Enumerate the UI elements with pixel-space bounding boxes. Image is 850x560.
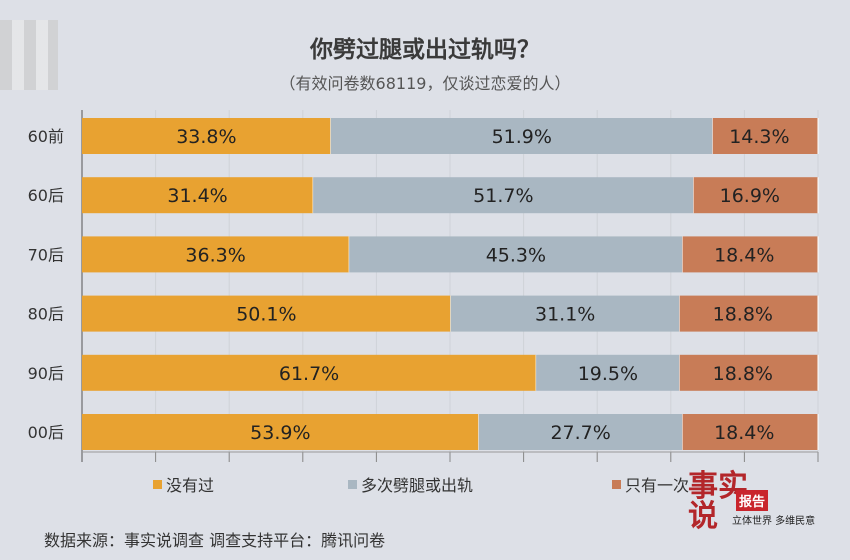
category-label: 70后 bbox=[28, 245, 64, 264]
data-label: 50.1% bbox=[236, 304, 296, 326]
bar-segment bbox=[82, 354, 537, 391]
data-label: 31.4% bbox=[167, 185, 227, 207]
bar-segment bbox=[450, 295, 680, 332]
bar-segment bbox=[82, 414, 479, 450]
bar-segment bbox=[82, 177, 314, 214]
data-label: 18.4% bbox=[714, 422, 774, 444]
data-label: 18.8% bbox=[713, 304, 773, 326]
logo-tag: 报告 bbox=[736, 490, 769, 511]
blurred-avatar bbox=[0, 20, 58, 90]
data-label: 18.8% bbox=[713, 363, 773, 385]
legend-item: 多次劈腿或出轨 bbox=[348, 472, 473, 496]
category-label: 60后 bbox=[28, 186, 64, 205]
bar-segment bbox=[712, 118, 818, 154]
bar-segment bbox=[679, 354, 818, 391]
logo-slogan: 立体世界 多维民意 bbox=[732, 516, 816, 527]
data-label: 31.1% bbox=[535, 304, 595, 326]
category-label: 60前 bbox=[28, 127, 64, 146]
data-label: 33.8% bbox=[176, 126, 236, 148]
legend-item: 只有一次 bbox=[612, 472, 689, 496]
legend-label: 没有过 bbox=[166, 476, 215, 495]
brand-logo: 事实说 报告 立体世界 多维民意 bbox=[688, 472, 838, 552]
data-label: 36.3% bbox=[185, 244, 245, 266]
data-label: 19.5% bbox=[578, 363, 638, 385]
bar-segment bbox=[682, 414, 818, 450]
data-label: 51.7% bbox=[473, 185, 533, 207]
bar-segment bbox=[82, 295, 451, 332]
category-label: 80后 bbox=[28, 305, 64, 324]
bar-segment bbox=[330, 118, 713, 154]
data-label: 18.4% bbox=[714, 244, 774, 266]
chart-subtitle: （有效问卷数68119，仅谈过恋爱的人） bbox=[279, 74, 571, 93]
bar-segment bbox=[679, 295, 818, 332]
category-label: 90后 bbox=[28, 364, 64, 383]
bar-segment bbox=[536, 354, 680, 391]
legend-swatch bbox=[348, 479, 357, 489]
bar-segment bbox=[349, 236, 683, 273]
legend-label: 多次劈腿或出轨 bbox=[361, 476, 474, 495]
bar-segment bbox=[82, 118, 331, 154]
legend-label: 只有一次 bbox=[625, 476, 690, 495]
bar-segment bbox=[82, 236, 350, 273]
data-label: 51.9% bbox=[492, 126, 552, 148]
legend-swatch bbox=[612, 479, 621, 489]
legend-swatch bbox=[153, 479, 162, 489]
bar-segment bbox=[478, 414, 683, 450]
data-label: 27.7% bbox=[550, 422, 610, 444]
chart-title: 你劈过腿或出过轨吗？ bbox=[310, 37, 540, 63]
data-label: 14.3% bbox=[729, 126, 789, 148]
data-label: 45.3% bbox=[486, 244, 546, 266]
data-source: 数据来源：事实说调查 调查支持平台：腾讯问卷 bbox=[44, 531, 386, 550]
bar-segment bbox=[693, 177, 818, 214]
data-label: 16.9% bbox=[720, 185, 780, 207]
category-label: 00后 bbox=[28, 423, 64, 442]
data-label: 53.9% bbox=[250, 422, 310, 444]
legend-item: 没有过 bbox=[153, 472, 214, 496]
data-label: 61.7% bbox=[279, 363, 339, 385]
bar-segment bbox=[313, 177, 694, 214]
bar-segment bbox=[682, 236, 818, 273]
